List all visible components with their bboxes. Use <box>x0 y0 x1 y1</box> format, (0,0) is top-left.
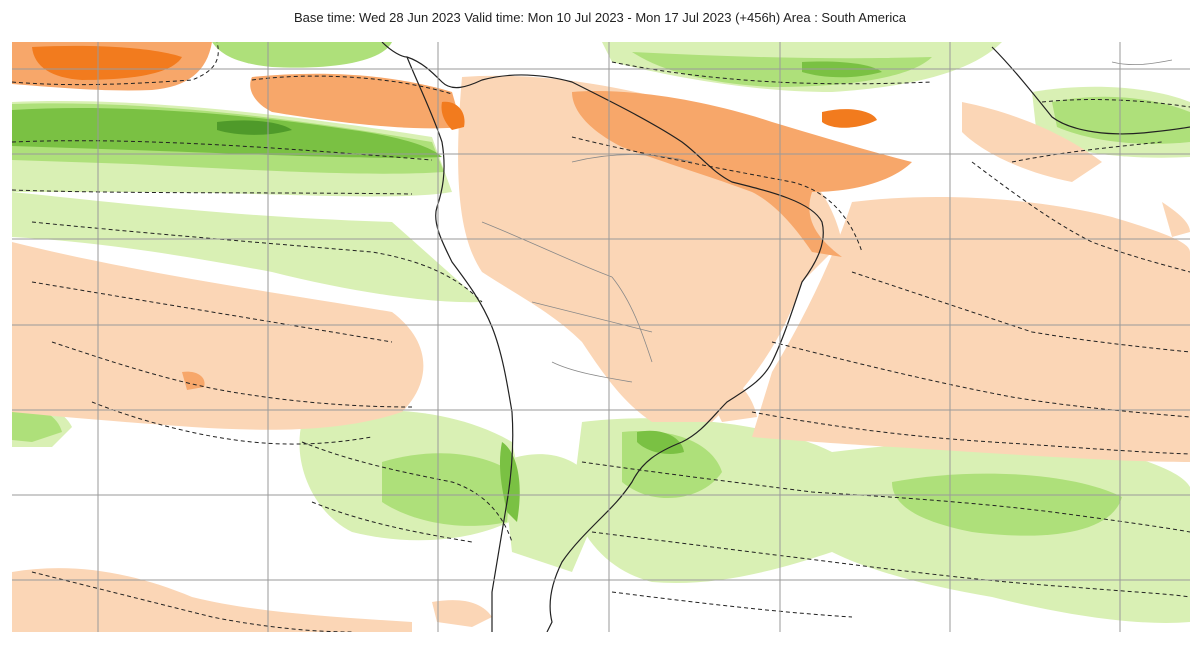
dashed-contours <box>12 42 1190 632</box>
chart-title: Base time: Wed 28 Jun 2023 Valid time: M… <box>294 10 906 25</box>
deep-orange-areas <box>32 45 877 130</box>
grid-lines <box>12 42 1190 632</box>
map-canvas <box>12 42 1190 632</box>
light-green-areas <box>12 42 1190 623</box>
coastlines <box>381 42 1190 632</box>
anomaly-map <box>12 42 1190 632</box>
deep-green-areas <box>217 120 292 135</box>
